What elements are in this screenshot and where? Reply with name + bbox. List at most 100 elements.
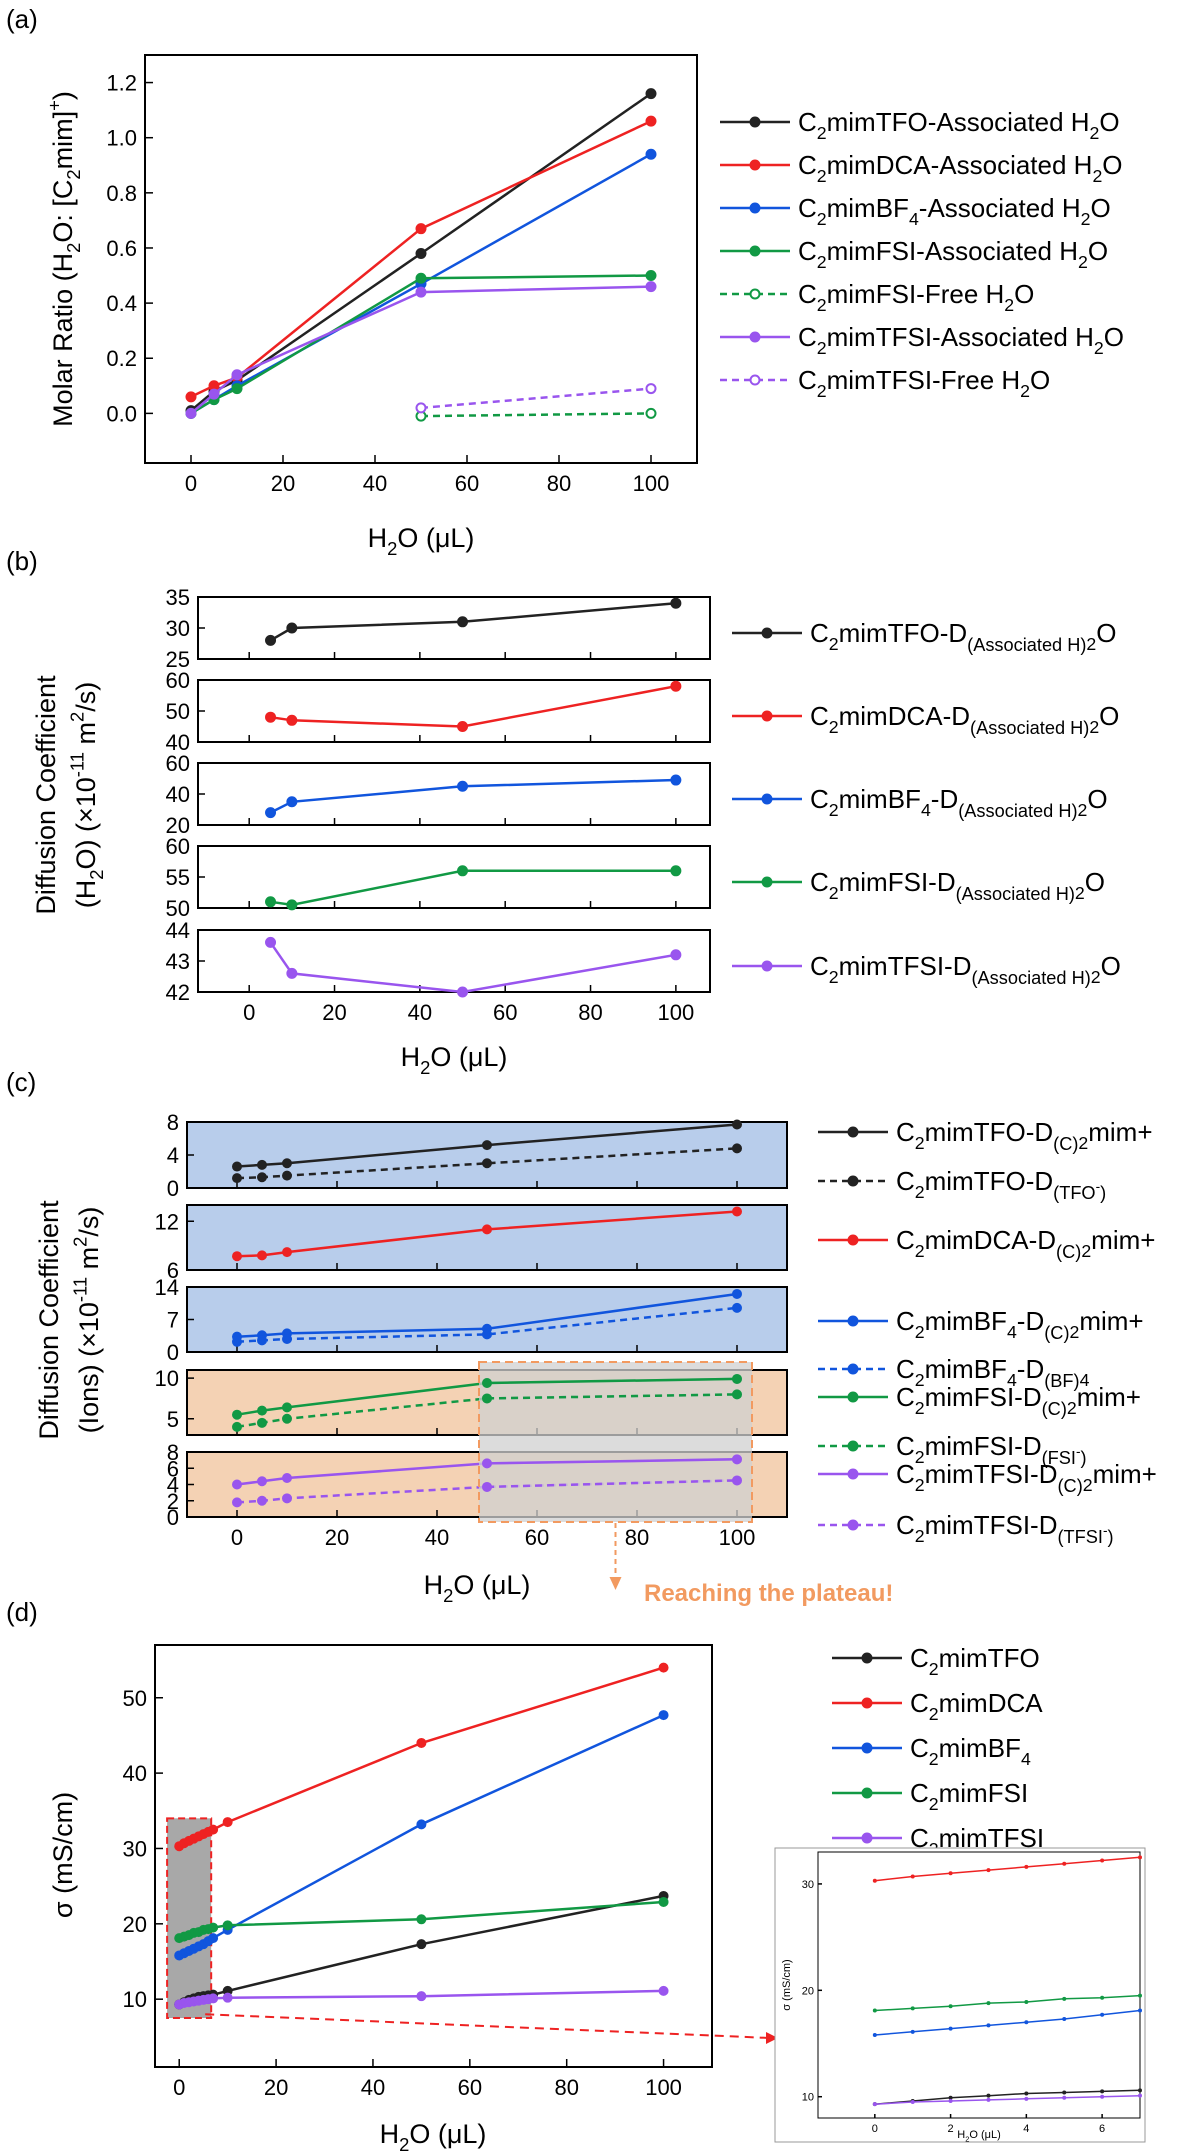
y-tick-label: 60 — [166, 668, 190, 693]
series-b-2-point — [457, 780, 469, 792]
plateau-note: Reaching the plateau! — [644, 1580, 893, 1607]
series-c-0-1-point — [232, 1173, 242, 1184]
series-c-top-3-1-point — [482, 1393, 492, 1404]
series-d-1-legend-marker — [861, 1697, 873, 1709]
series-b-0-point — [265, 634, 277, 646]
y-tick-label: 25 — [166, 647, 190, 672]
x-axis-title-b: H2O (μL) — [401, 1042, 508, 1078]
series-a-6-point — [415, 402, 427, 414]
series-a-6-line — [420, 387, 652, 410]
series-c-1-0-legend-marker — [847, 1234, 859, 1246]
series-d-3-point — [416, 1914, 427, 1925]
series-d-0-point — [416, 1939, 427, 1950]
panel-b: (b) 25 30 35 C2mimTFO-D(Associated H)2O 40 50 6… — [6, 546, 1121, 1078]
inset-series-2-point — [910, 2029, 915, 2034]
inset-series-4-point — [1138, 2093, 1142, 2098]
inset-series-4-point — [948, 2098, 953, 2103]
y-tick-label: 4 — [167, 1473, 179, 1498]
inset-series-4-point — [910, 2100, 915, 2105]
series-b-3-point — [265, 896, 277, 908]
x-tick-label: 20 — [264, 2075, 288, 2100]
series-a-3-legend-label: C2mimFSI-Associated H2O — [798, 236, 1108, 272]
series-a-5-point — [645, 281, 657, 293]
plot-frame — [154, 1644, 713, 2068]
series-c-top-3-1-point — [732, 1389, 742, 1400]
series-c-3-1-point — [257, 1417, 267, 1428]
series-c-top-3-0-point — [482, 1378, 492, 1388]
series-b-2-legend-label: C2mimBF4-D(Associated H)2O — [810, 784, 1108, 821]
series-c-3-1-legend-marker — [847, 1440, 859, 1452]
series-a-1-point — [415, 223, 427, 235]
inset-series-1-point — [948, 1871, 953, 1876]
x-tick-label: 60 — [458, 2075, 482, 2100]
series-d-0-legend-label: C2mimTFO — [910, 1643, 1040, 1679]
series-c-top-4-0-line — [486, 1458, 738, 1465]
y-tick-label: 6 — [167, 1258, 179, 1283]
series-c-top-4-1-line — [486, 1479, 738, 1489]
series-d-0-line — [178, 1894, 664, 2006]
y-tick-label: 8 — [167, 1110, 179, 1135]
series-b-1-point — [670, 680, 682, 692]
zoom-connector-line — [205, 2013, 771, 2039]
series-c-0-0-point — [282, 1158, 292, 1169]
series-c-3-1-legend-label: C2mimFSI-D(FSI-) — [896, 1431, 1087, 1468]
series-d-3-point — [208, 1922, 219, 1933]
series-c-4-0-point — [257, 1476, 267, 1487]
panel-label-a: (a) — [6, 4, 38, 34]
plot-frame — [186, 1121, 788, 1189]
inset-series-2-point — [872, 2033, 877, 2038]
inset-series-0-point — [986, 2093, 991, 2098]
y-tick-label: 40 — [123, 1761, 147, 1786]
series-a-4-line — [420, 412, 652, 418]
series-b-2-point — [265, 807, 277, 819]
y-axis-title-c-1: Diffusion Coefficient — [34, 1200, 64, 1440]
x-tick-label: 80 — [625, 1525, 649, 1550]
inset-series-3-point — [1100, 1995, 1105, 2000]
inset-series-0-line — [874, 2089, 1141, 2105]
x-axis-title-c: H2O (μL) — [424, 1570, 531, 1606]
y-tick-label: 20 — [166, 813, 190, 838]
y-tick-label: 60 — [166, 834, 190, 859]
series-a-0-legend-label: C2mimTFO-Associated H2O — [798, 107, 1120, 143]
series-c-0-1-point — [282, 1170, 292, 1181]
series-d-1-legend-label: C2mimDCA — [910, 1688, 1043, 1724]
x-tick-label: 60 — [493, 1000, 517, 1025]
y-tick-label: 5 — [167, 1407, 179, 1432]
series-a-2-point — [645, 148, 657, 160]
y-axis-title-c-2: (Ions) (×10-11 m2/s) — [70, 1207, 104, 1434]
subplot-b-3: 50 55 60 C2mimFSI-D(Associated H)2O — [166, 834, 1105, 921]
y-axis-title-d: σ (mS/cm) — [48, 1792, 78, 1918]
y-tick-label: 20 — [802, 1985, 814, 1997]
y-tick-label: 55 — [166, 865, 190, 890]
series-c-0-0-point — [732, 1119, 742, 1130]
series-b-4-legend-label: C2mimTFSI-D(Associated H)2O — [810, 951, 1121, 988]
series-c-1-0-point — [232, 1251, 242, 1262]
plot-frame — [817, 1851, 1141, 2119]
y-tick-label: 50 — [123, 1686, 147, 1711]
inset-series-0-point — [1100, 2089, 1105, 2094]
series-c-top-4-1-point — [482, 1481, 492, 1492]
y-tick-label: 30 — [802, 1879, 814, 1891]
y-tick-label: 30 — [166, 616, 190, 641]
series-a-4-legend-label: C2mimFSI-Free H2O — [798, 279, 1034, 315]
series-c-2-1-point — [732, 1302, 742, 1313]
inset-y-axis-title: σ (mS/cm) — [781, 1959, 793, 2010]
series-c-2-1-point — [232, 1336, 242, 1347]
series-b-1-legend-label: C2mimDCA-D(Associated H)2O — [810, 701, 1119, 738]
y-tick-label: 12 — [155, 1209, 179, 1234]
series-c-4-1-legend-label: C2mimTFSI-D(TFSI-) — [896, 1510, 1114, 1547]
y-tick-label: 0.4 — [106, 291, 137, 316]
y-tick-label: 10 — [802, 2092, 814, 2104]
inset-series-3-point — [948, 2004, 953, 2009]
series-d-3-legend-marker — [861, 1787, 873, 1799]
y-tick-label: 20 — [123, 1912, 147, 1937]
y-tick-label: 6 — [167, 1456, 179, 1481]
panel-label-c: (c) — [6, 1067, 36, 1097]
series-a-2-legend-marker — [749, 202, 761, 214]
series-b-0-point — [670, 597, 682, 609]
inset-series-0-point — [1138, 2088, 1142, 2093]
subplot-c-2: 0 7 14 — [155, 1275, 788, 1365]
x-tick-label: 60 — [455, 471, 479, 496]
series-c-top-4-0-point — [482, 1458, 492, 1469]
